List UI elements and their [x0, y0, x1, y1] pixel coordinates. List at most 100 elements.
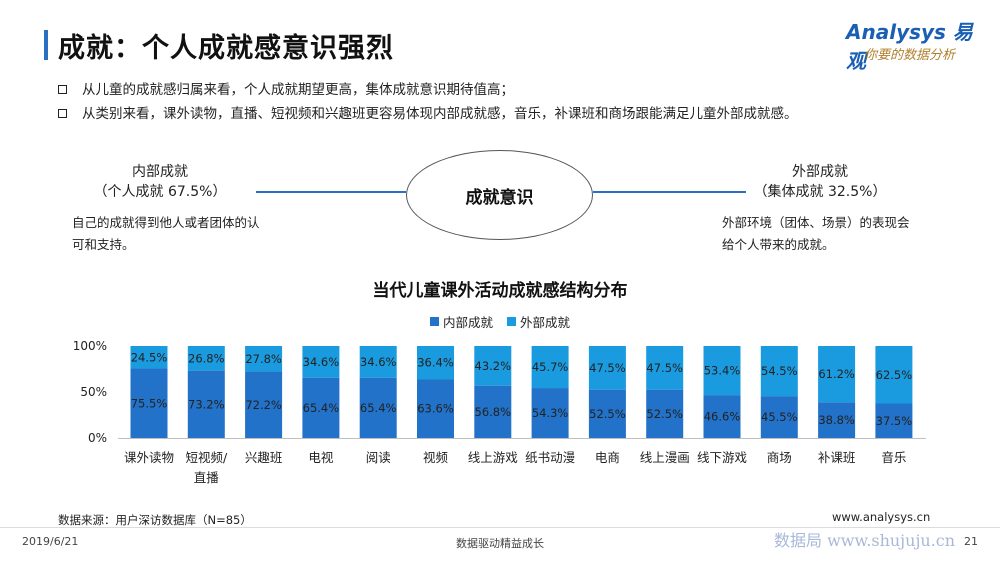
legend-swatch-inner	[429, 317, 439, 326]
bar-inner-achievement	[760, 396, 798, 438]
y-tick-label: 100%	[73, 339, 107, 353]
x-tick-label: 电商	[595, 450, 620, 465]
bar-inner-achievement	[302, 377, 340, 438]
bar-inner-achievement	[130, 368, 168, 438]
bar-inner-achievement	[417, 379, 454, 438]
bar-outer-achievement	[875, 346, 913, 404]
bullet-item: 从类别来看，课外读物，直播、短视频和兴趣班更容易体现内部成就感，音乐，补课班和商…	[58, 104, 798, 128]
data-label-outer: 34.6%	[303, 355, 340, 369]
inner-achievement-label: 内部成就 （个人成就 67.5%）	[80, 162, 240, 202]
x-tick-label: 电视	[308, 450, 334, 465]
data-label-inner: 63.6%	[417, 402, 454, 416]
logo-slogan: 你要的数据分析	[864, 48, 956, 63]
data-label-inner: 56.8%	[475, 405, 512, 419]
bar-inner-achievement	[245, 371, 283, 438]
data-source: 数据来源：用户深访数据库（N=85）	[58, 513, 252, 527]
bar-inner-achievement	[875, 403, 913, 438]
bar-outer-achievement	[302, 346, 340, 378]
x-tick-label: 商场	[767, 450, 792, 465]
bar-outer-achievement	[531, 346, 569, 389]
data-label-inner: 73.2%	[188, 397, 225, 411]
square-bullet-icon	[58, 85, 67, 94]
x-tick-label: 补课班	[818, 450, 856, 465]
bar-inner-achievement	[359, 377, 397, 438]
data-label-inner: 38.8%	[818, 413, 855, 427]
footer-slogan: 数据驱动精益成长	[456, 537, 544, 550]
page-number: 21	[964, 535, 978, 548]
x-tick-label: 阅读	[366, 450, 391, 465]
data-label-outer: 45.7%	[532, 360, 569, 374]
bullet-text: 从儿童的成就感归属来看，个人成就期望更高，集体成就意识期待值高；	[82, 82, 514, 98]
title-accent-bar	[44, 30, 48, 60]
data-label-outer: 24.5%	[131, 350, 168, 364]
inner-achievement-desc: 自己的成就得到他人或者团体的认 可和支持。	[72, 212, 292, 256]
data-label-outer: 62.5%	[876, 368, 913, 382]
bar-outer-achievement	[818, 346, 856, 403]
x-tick-label: 短视频/	[185, 450, 228, 465]
x-tick-label: 课外读物	[124, 450, 174, 465]
bar-inner-achievement	[588, 389, 626, 438]
bar-outer-achievement	[703, 346, 741, 396]
x-tick-label: 兴趣班	[245, 450, 283, 465]
outer-achievement-desc: 外部环境（团体、场景）的表现会 给个人带来的成就。	[722, 212, 942, 256]
inner-achievement-title: 内部成就	[132, 164, 188, 180]
data-label-inner: 37.5%	[876, 414, 913, 428]
square-bullet-icon	[58, 109, 67, 118]
bar-inner-achievement	[531, 388, 569, 438]
y-tick-label: 0%	[88, 431, 107, 445]
legend-label-inner: 内部成就	[442, 315, 493, 330]
data-label-outer: 36.4%	[417, 356, 454, 370]
data-label-outer: 47.5%	[646, 361, 683, 375]
bar-inner-achievement	[703, 395, 741, 438]
logo-brand: Analysys 易观	[846, 20, 973, 73]
bar-outer-achievement	[359, 346, 397, 378]
outer-achievement-label: 外部成就 （集体成就 32.5%）	[740, 162, 900, 202]
bullet-list: 从儿童的成就感归属来看，个人成就期望更高，集体成就意识期待值高； 从类别来看，课…	[58, 80, 798, 128]
chart-title: 当代儿童课外活动成就感结构分布	[372, 281, 628, 301]
inner-desc-line: 可和支持。	[72, 237, 135, 252]
bar-inner-achievement	[818, 402, 856, 438]
data-label-inner: 54.3%	[532, 406, 569, 420]
bullet-item: 从儿童的成就感归属来看，个人成就期望更高，集体成就意识期待值高；	[58, 80, 798, 104]
bullet-text: 从类别来看，课外读物，直播、短视频和兴趣班更容易体现内部成就感，音乐，补课班和商…	[82, 106, 798, 122]
stacked-bar-chart: 0% 50% 100% 24.5% 75.5% 课外读物 26.8% 73.2% 短视频/直播 2…	[73, 339, 926, 485]
data-label-inner: 52.5%	[589, 407, 626, 421]
legend-swatch-outer	[507, 317, 516, 326]
outer-achievement-subtitle: （集体成就 32.5%）	[753, 184, 887, 200]
y-tick-label: 50%	[80, 385, 107, 399]
bar-outer-achievement	[760, 346, 798, 397]
x-tick-label: 线下游戏	[697, 450, 747, 465]
x-tick-label: 线上游戏	[468, 450, 518, 465]
bar-inner-achievement	[474, 385, 512, 438]
data-label-inner: 45.5%	[761, 410, 798, 424]
bar-outer-achievement	[245, 346, 283, 372]
bar-inner-achievement	[187, 370, 225, 438]
footer-date: 2019/6/21	[22, 535, 79, 548]
data-label-outer: 47.5%	[589, 361, 626, 375]
bar-outer-achievement	[646, 346, 684, 390]
outer-desc-line: 外部环境（团体、场景）的表现会	[722, 215, 910, 230]
data-label-outer: 61.2%	[818, 367, 855, 381]
chart-legend: 内部成就 外部成就	[0, 312, 1000, 331]
data-label-inner: 65.4%	[303, 401, 340, 415]
footer-divider	[0, 527, 1000, 528]
data-label-outer: 43.2%	[475, 359, 512, 373]
data-label-inner: 72.2%	[245, 398, 282, 412]
center-label: 成就意识	[465, 187, 534, 208]
bar-outer-achievement	[187, 346, 225, 371]
right-connector-line	[593, 191, 746, 193]
website-url: www.analysys.cn	[832, 510, 931, 524]
data-label-inner: 75.5%	[131, 396, 168, 410]
x-tick-label: 视频	[423, 450, 449, 465]
bar-inner-achievement	[646, 389, 684, 438]
bar-outer-achievement	[588, 346, 626, 390]
watermark: 数据局 www.shujuju.cn	[774, 531, 956, 550]
x-tick-label: 线上漫画	[640, 450, 690, 465]
legend-item-outer: 外部成就	[507, 312, 570, 331]
bar-outer-achievement	[130, 346, 168, 369]
x-tick-label: 纸书动漫	[525, 450, 575, 465]
outer-achievement-title: 外部成就	[792, 164, 848, 180]
outer-desc-line: 给个人带来的成就。	[722, 237, 835, 252]
data-label-outer: 34.6%	[360, 355, 397, 369]
data-label-inner: 65.4%	[360, 401, 397, 415]
